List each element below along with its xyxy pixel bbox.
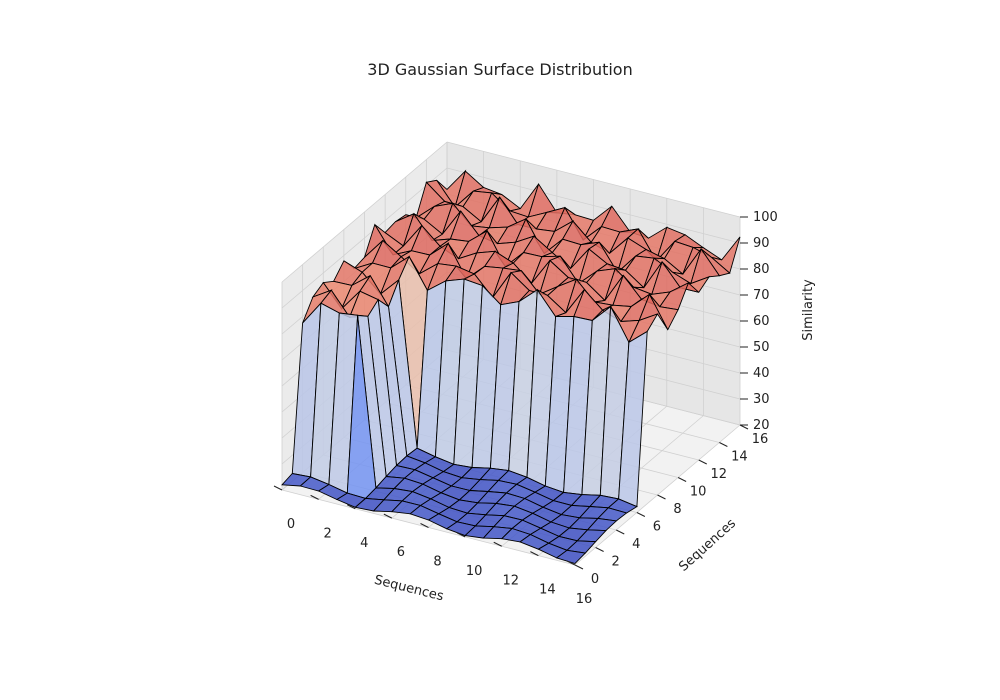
x-tick-label: 12 bbox=[502, 573, 519, 588]
tick-mark bbox=[595, 547, 604, 552]
tick-mark bbox=[657, 494, 666, 500]
tick-mark bbox=[493, 541, 502, 547]
z-tick-label: 40 bbox=[753, 366, 770, 381]
tick-mark bbox=[739, 424, 749, 430]
tick-mark bbox=[310, 494, 319, 500]
x-tick-label: 10 bbox=[466, 564, 483, 579]
y-tick-label: 6 bbox=[653, 520, 661, 535]
x-tick-label: 4 bbox=[360, 536, 368, 551]
y-tick-label: 4 bbox=[632, 537, 640, 552]
y-tick-label: 16 bbox=[752, 432, 769, 447]
chart-title: 3D Gaussian Surface Distribution bbox=[367, 60, 633, 79]
x-axis-label: Sequences bbox=[373, 573, 446, 605]
tick-mark bbox=[347, 504, 356, 510]
y-tick-label: 0 bbox=[591, 572, 599, 587]
grid-line bbox=[446, 167, 741, 244]
tick-mark bbox=[420, 523, 429, 528]
x-tick-label: 16 bbox=[576, 592, 593, 607]
tick-mark bbox=[273, 485, 283, 491]
z-tick-label: 90 bbox=[753, 236, 770, 251]
tick-mark bbox=[383, 513, 393, 519]
tick-mark bbox=[566, 560, 576, 566]
y-tick-label: 8 bbox=[673, 502, 681, 517]
tick-mark bbox=[574, 564, 584, 570]
grid-line bbox=[446, 141, 741, 218]
tick-mark bbox=[719, 442, 728, 447]
x-tick-label: 0 bbox=[287, 517, 295, 532]
z-tick-label: 30 bbox=[753, 392, 770, 407]
z-tick-label: 50 bbox=[753, 340, 770, 355]
z-tick-label: 80 bbox=[753, 262, 770, 277]
y-tick-label: 10 bbox=[690, 485, 707, 500]
tick-mark bbox=[530, 551, 539, 557]
x-tick-label: 2 bbox=[323, 526, 331, 541]
x-tick-label: 6 bbox=[397, 545, 405, 560]
tick-mark bbox=[698, 459, 707, 465]
tick-mark bbox=[616, 529, 625, 535]
tick-mark bbox=[677, 477, 687, 482]
y-axis-label: Sequences bbox=[676, 516, 739, 575]
z-tick-label: 70 bbox=[753, 288, 770, 303]
z-tick-label: 100 bbox=[753, 210, 778, 225]
y-tick-label: 12 bbox=[710, 467, 727, 482]
z-tick-label: 20 bbox=[753, 418, 770, 433]
z-tick-label: 60 bbox=[753, 314, 770, 329]
grid-line bbox=[281, 167, 448, 309]
grid-line bbox=[281, 141, 448, 283]
surface bbox=[281, 169, 741, 565]
z-axis-label: Similarity bbox=[801, 279, 816, 341]
x-tick-label: 14 bbox=[539, 583, 556, 598]
tick-mark bbox=[456, 532, 466, 538]
x-tick-label: 8 bbox=[433, 555, 441, 570]
y-tick-label: 2 bbox=[611, 555, 619, 570]
tick-mark bbox=[636, 512, 646, 517]
y-tick-label: 14 bbox=[731, 450, 748, 465]
